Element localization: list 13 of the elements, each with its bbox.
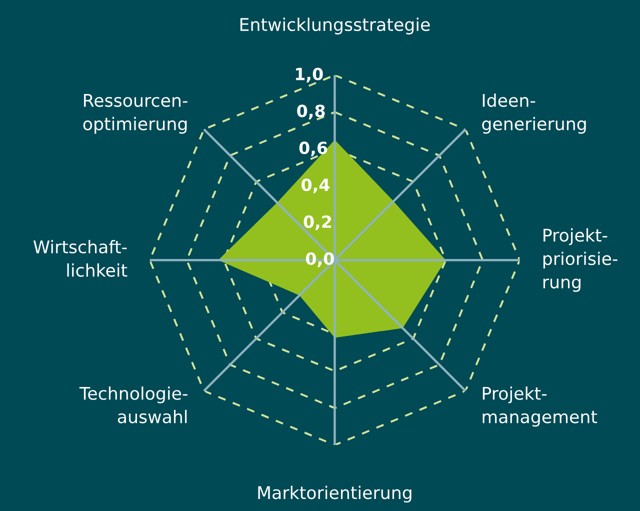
spoke-label: Ideen- generierung (482, 94, 586, 134)
y-tick-label: 0,2 (304, 215, 332, 230)
spoke-label: Technologie- auswahl (79, 386, 188, 424)
spoke-label: Ressourcen- optimierung (83, 94, 188, 134)
y-tick-label: 1,0 (296, 68, 323, 82)
spoke-label: Projekt- priorisie- rung (543, 228, 618, 292)
y-tick-label: 0,4 (302, 178, 330, 194)
spoke-label: Wirtschaft- lichkeit (33, 240, 128, 277)
spoke-label: Projekt- management (482, 386, 598, 427)
spoke-label: Marktorientierung (258, 486, 412, 503)
y-tick-label: 0,6 (299, 142, 328, 156)
spoke-label: Entwicklungsstrategie (240, 18, 430, 34)
y-tick-label: 0,8 (297, 104, 325, 120)
